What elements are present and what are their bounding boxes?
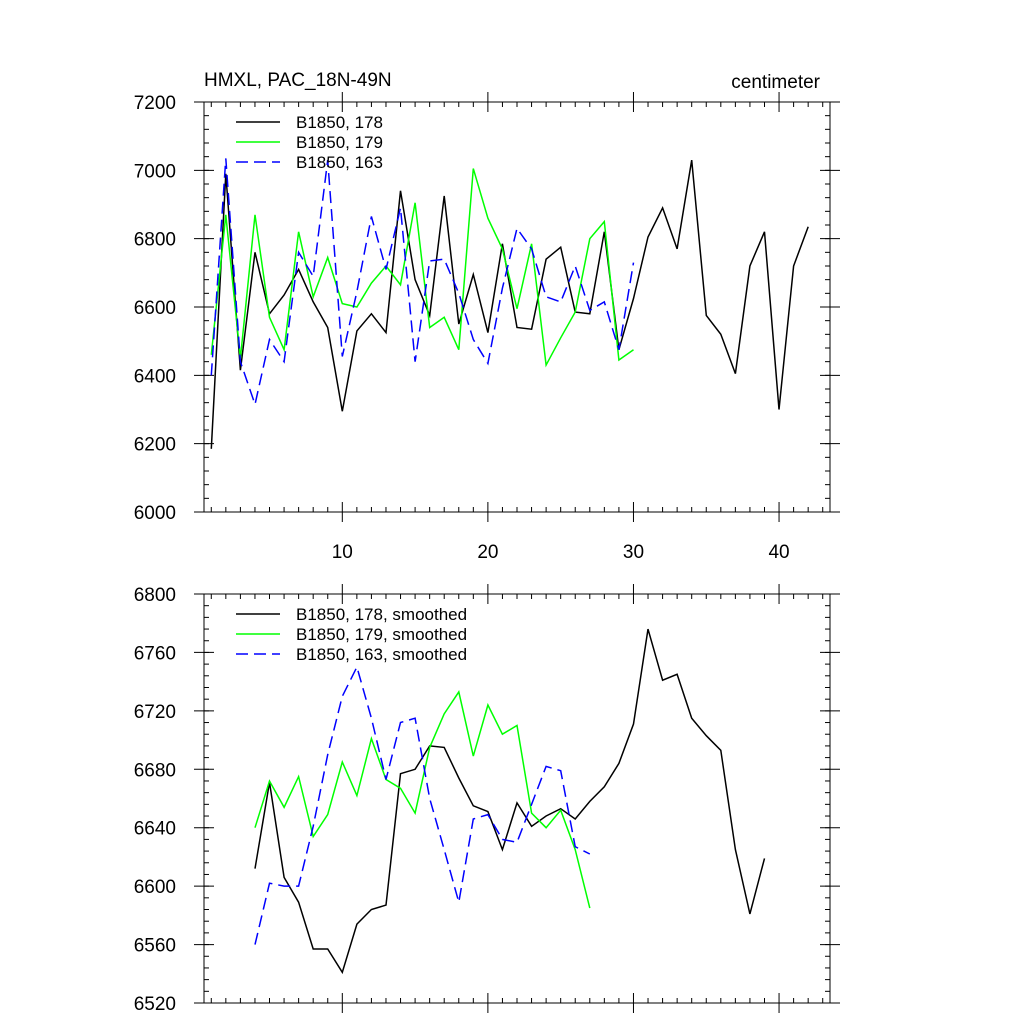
y-tick-label: 6600 [134, 877, 176, 898]
y-tick-label: 6200 [134, 435, 176, 456]
chart-title: HMXL, PAC_18N-49N [204, 70, 392, 91]
y-tick-label: 6400 [134, 366, 176, 387]
legend-label: B1850, 179, smoothed [296, 625, 467, 644]
y-tick-label: 6680 [134, 760, 176, 781]
y-tick-label: 6760 [134, 643, 176, 664]
legend-label: B1850, 163 [296, 153, 383, 172]
y-tick-label: 6720 [134, 702, 176, 723]
x-tick-label: 30 [623, 542, 644, 563]
series-line-b1850-163-smoothed [254, 664, 591, 945]
x-tick-label: 40 [768, 542, 789, 563]
top-panel: 10 20 30 40 6000 6200 6400 6600 6800 7000 7200 HMXL… [134, 70, 840, 563]
series-line-b1850-178-smoothed [254, 628, 766, 975]
legend-label: B1850, 179 [296, 133, 383, 152]
y-tick-label: 6800 [134, 230, 176, 251]
y-tick-label: 6640 [134, 819, 176, 840]
units-label: centimeter [731, 72, 820, 93]
legend-label: B1850, 163, smoothed [296, 645, 467, 664]
y-tick-label: 6560 [134, 936, 176, 957]
series-line-b1850-178 [210, 159, 809, 449]
legend-label: B1850, 178, smoothed [296, 605, 467, 624]
x-tick-label: 20 [477, 542, 498, 563]
y-tick-label: 6520 [134, 994, 176, 1015]
series-line-b1850-179 [210, 168, 634, 368]
series-line-b1850-179-smoothed [254, 690, 591, 909]
legend-label: B1850, 178 [296, 113, 383, 132]
bottom-panel: 6520 6560 6600 6640 6680 6720 6760 6800 B1850, 1… [134, 584, 840, 1015]
y-tick-label: 6000 [134, 503, 176, 524]
y-tick-label: 7000 [134, 161, 176, 182]
y-tick-label: 6800 [134, 585, 176, 606]
y-tick-label: 7200 [134, 93, 176, 114]
series-line-b1850-163 [210, 158, 635, 408]
y-tick-label: 6600 [134, 298, 176, 319]
x-tick-label: 10 [332, 542, 353, 563]
